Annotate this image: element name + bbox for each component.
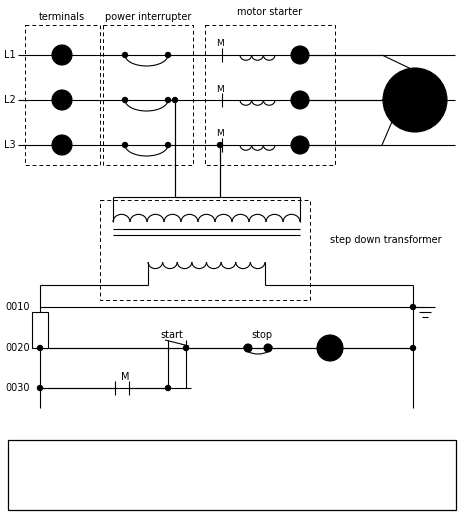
Circle shape	[166, 98, 171, 102]
Circle shape	[184, 345, 188, 350]
Circle shape	[383, 68, 447, 132]
Bar	[8, 440, 456, 510]
Circle shape	[52, 45, 72, 65]
Text: 0020: 0020	[5, 343, 30, 353]
Circle shape	[52, 90, 72, 110]
Text: power interrupter: power interrupter	[105, 12, 191, 22]
Text: M: M	[121, 372, 129, 382]
Circle shape	[166, 142, 171, 148]
Circle shape	[291, 136, 309, 154]
Text: L3: L3	[4, 140, 16, 150]
Text: AC: AC	[409, 109, 421, 118]
Text: 0010: 0010	[5, 302, 29, 312]
Circle shape	[122, 53, 127, 58]
Circle shape	[122, 142, 127, 148]
Text: terminals: terminals	[39, 12, 85, 22]
Bar	[32, 312, 48, 348]
Circle shape	[166, 385, 171, 391]
Circle shape	[317, 335, 343, 361]
Text: L2: L2	[4, 95, 16, 105]
Text: M: M	[326, 343, 334, 353]
Text: step down transformer: step down transformer	[330, 235, 442, 245]
Circle shape	[291, 46, 309, 64]
Text: L1: L1	[4, 50, 16, 60]
Circle shape	[411, 345, 416, 350]
Circle shape	[173, 98, 178, 102]
Text: M: M	[216, 129, 224, 138]
Circle shape	[218, 142, 222, 148]
Text: 3 phase: 3 phase	[397, 98, 433, 107]
Text: stop: stop	[252, 330, 272, 340]
Text: 0030: 0030	[5, 383, 29, 393]
Text: start: start	[160, 330, 183, 340]
Text: Aside: The voltage for the step down transformer is connected between phases L2 : Aside: The voltage for the step down tra…	[14, 448, 428, 482]
Circle shape	[244, 344, 252, 352]
Bar	[205, 25, 335, 165]
Bar	[100, 200, 310, 300]
Text: motor: motor	[401, 87, 429, 97]
Text: M: M	[216, 84, 224, 94]
Circle shape	[38, 345, 42, 350]
Circle shape	[166, 53, 171, 58]
Circle shape	[52, 135, 72, 155]
Circle shape	[38, 385, 42, 391]
Circle shape	[264, 344, 272, 352]
Bar	[25, 25, 100, 165]
Bar	[103, 25, 193, 165]
Text: M: M	[216, 40, 224, 48]
Circle shape	[411, 305, 416, 309]
Circle shape	[122, 98, 127, 102]
Circle shape	[291, 91, 309, 109]
Text: motor starter: motor starter	[238, 7, 303, 17]
